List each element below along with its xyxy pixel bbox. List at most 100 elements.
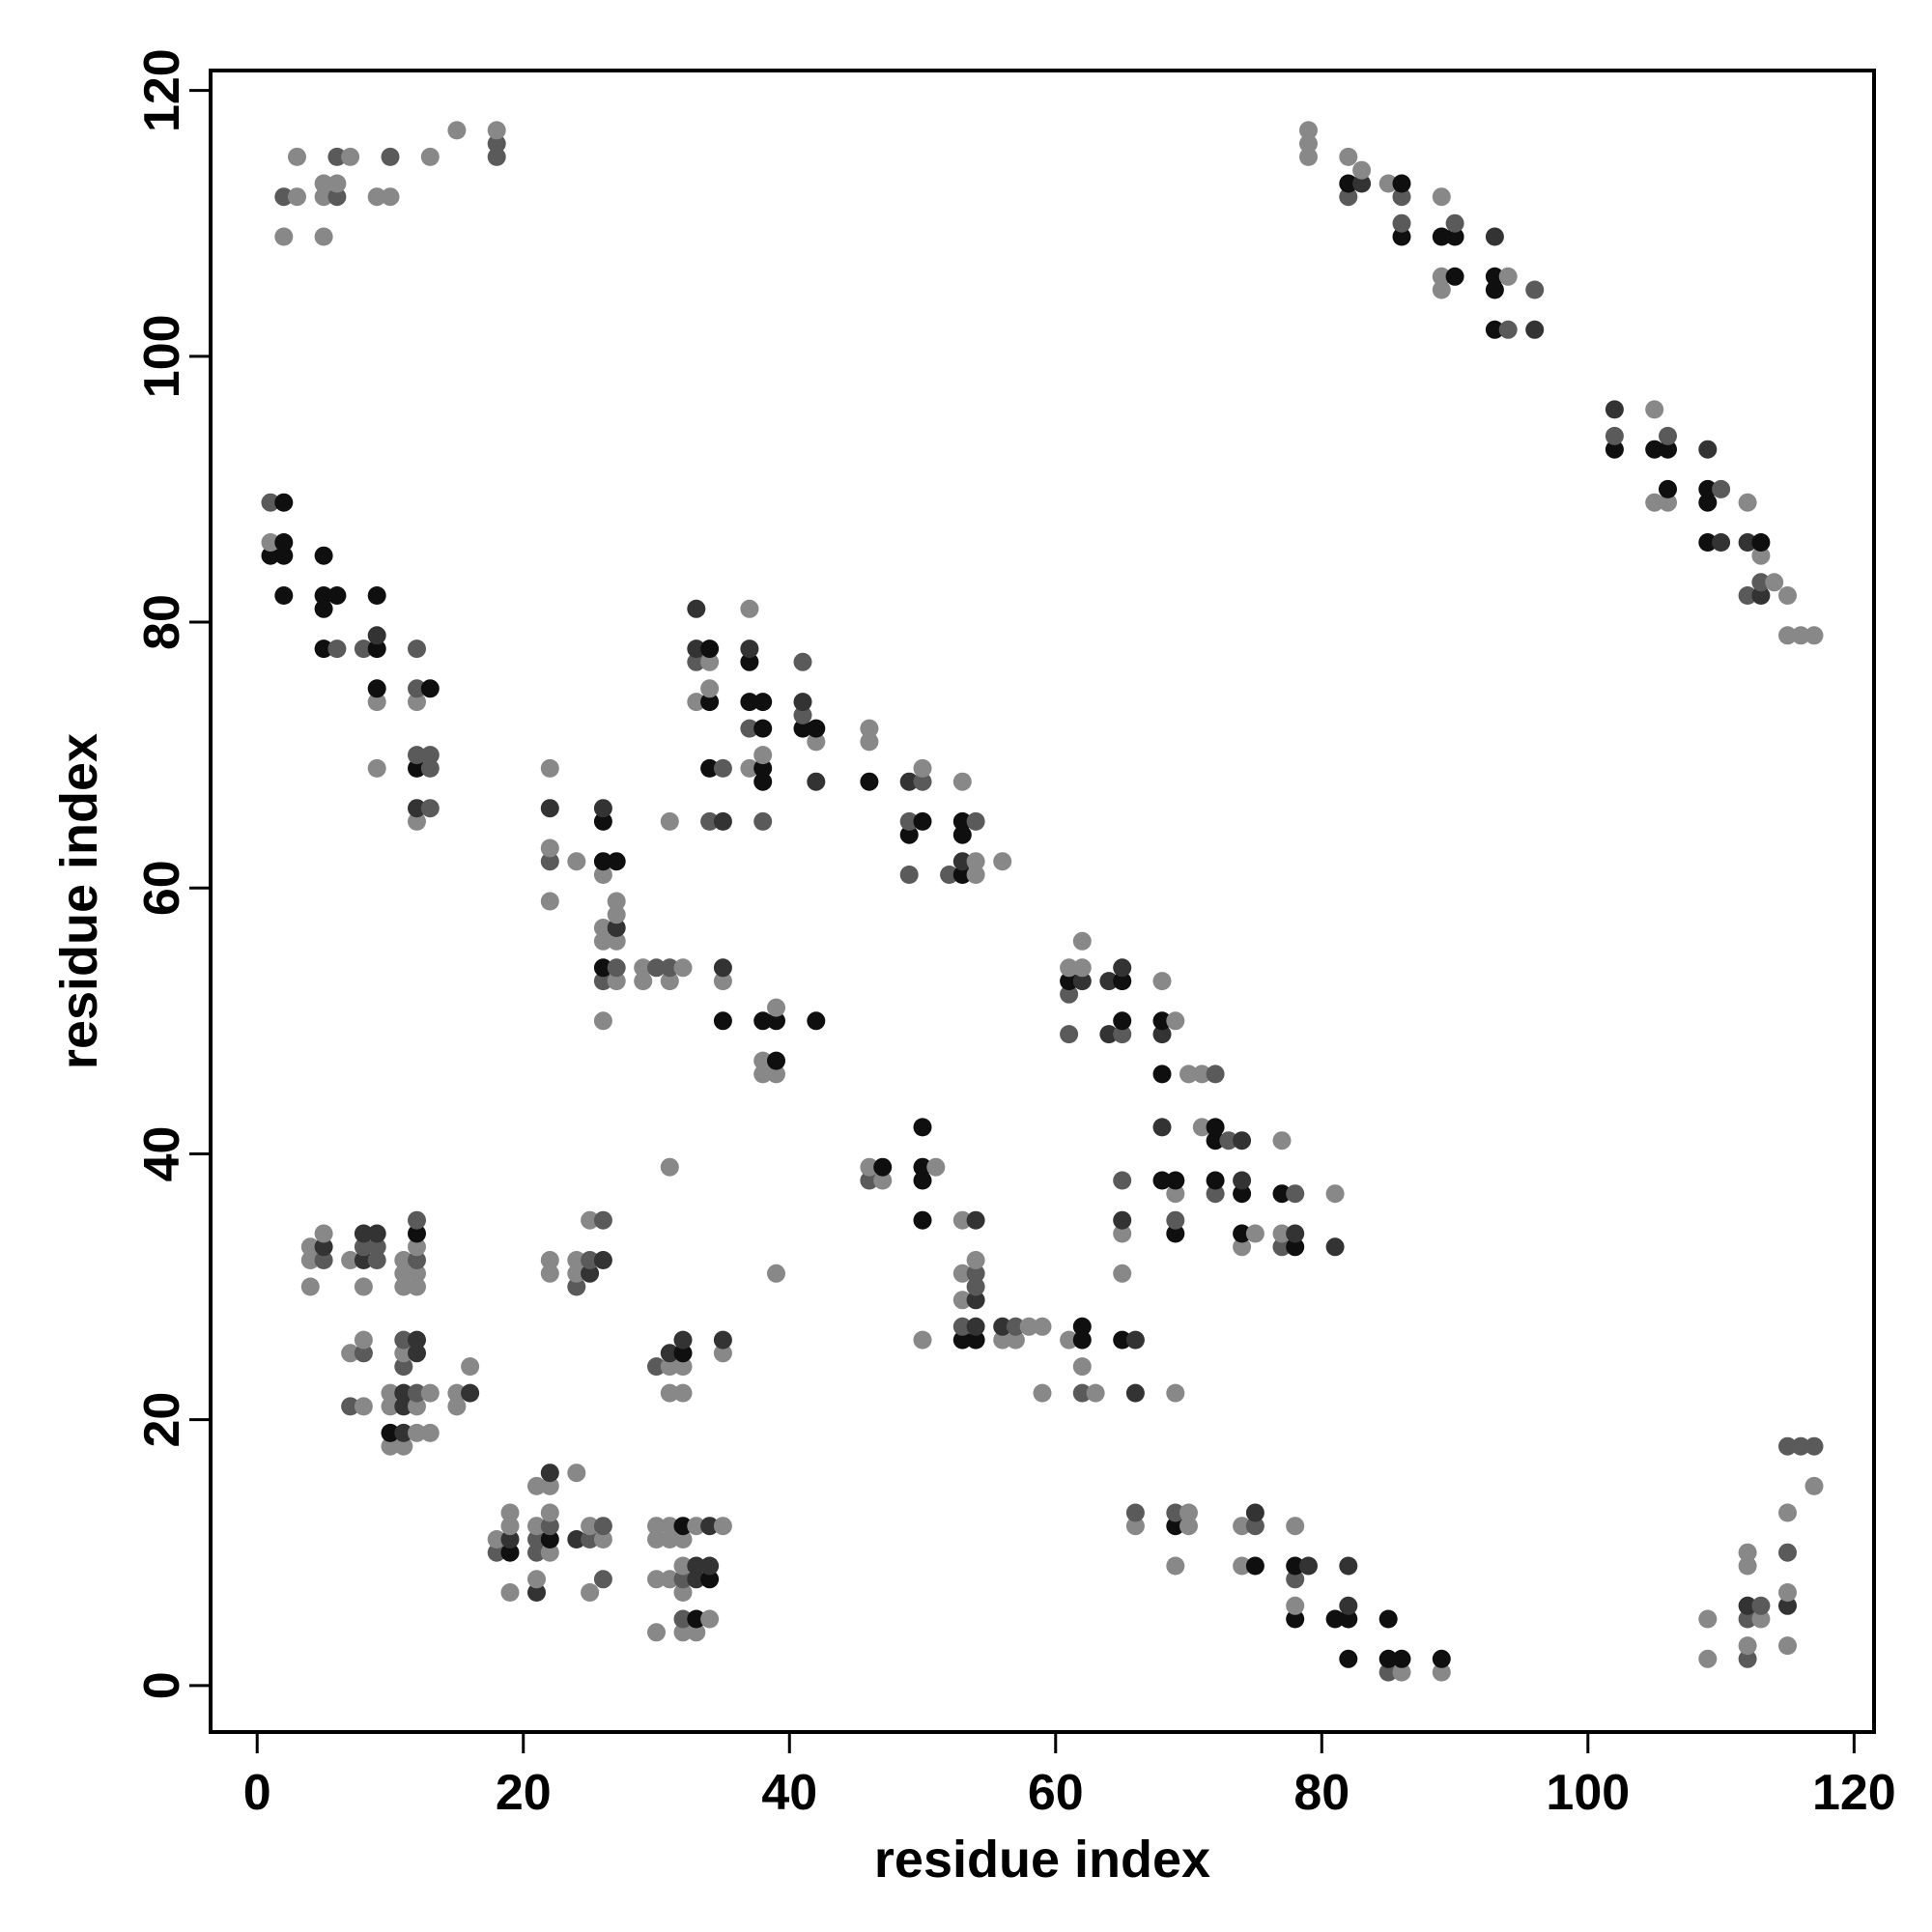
data-point	[1166, 1011, 1185, 1031]
data-point	[1378, 174, 1398, 193]
data-point	[1113, 1264, 1132, 1283]
data-point	[1152, 1025, 1172, 1044]
y-tick-label: 40	[134, 1126, 190, 1182]
data-point	[1299, 121, 1318, 140]
data-point	[1698, 493, 1718, 512]
data-point	[567, 1277, 586, 1296]
data-point	[793, 652, 812, 671]
data-point	[1498, 320, 1518, 339]
data-point	[753, 1011, 773, 1031]
data-point	[1445, 267, 1464, 286]
data-point	[1166, 1224, 1185, 1243]
data-points	[261, 121, 1824, 1682]
y-tick-label: 20	[134, 1392, 190, 1448]
data-point	[1006, 1330, 1025, 1350]
data-point	[1738, 1649, 1757, 1668]
data-point	[1166, 1171, 1185, 1190]
data-point	[1698, 440, 1718, 459]
data-point	[899, 811, 919, 831]
data-point	[1166, 1503, 1185, 1522]
data-point	[713, 1011, 732, 1031]
data-point	[1765, 573, 1784, 592]
data-point	[1751, 1596, 1771, 1615]
data-point	[952, 1210, 972, 1230]
data-point	[753, 758, 773, 778]
data-point	[660, 972, 679, 991]
data-point	[1206, 1065, 1225, 1084]
data-point	[327, 147, 347, 166]
data-point	[1152, 1171, 1172, 1190]
data-point	[1778, 1543, 1797, 1562]
data-point	[767, 998, 785, 1017]
data-point	[713, 958, 732, 978]
data-point	[1738, 1636, 1757, 1656]
data-point	[1698, 1609, 1718, 1629]
data-point	[1206, 1131, 1225, 1151]
data-point	[740, 639, 759, 659]
data-point	[700, 652, 720, 671]
data-point	[913, 1118, 932, 1137]
data-point	[607, 919, 626, 937]
data-point	[1113, 1224, 1132, 1243]
data-point	[394, 1251, 413, 1269]
data-point	[1804, 1436, 1824, 1456]
data-point	[408, 693, 426, 712]
data-point	[913, 1171, 932, 1190]
data-point	[408, 1264, 426, 1283]
data-point	[447, 1383, 467, 1403]
data-point	[381, 147, 400, 166]
data-point	[740, 719, 759, 738]
data-point	[1339, 1649, 1358, 1668]
data-point	[1233, 1171, 1252, 1190]
data-point	[461, 1357, 480, 1377]
data-point	[607, 905, 626, 924]
data-point	[314, 174, 333, 193]
data-point	[261, 546, 280, 565]
data-point	[420, 679, 440, 698]
data-point	[1605, 440, 1624, 459]
data-point	[1712, 479, 1731, 498]
data-point	[1179, 1517, 1198, 1536]
data-point	[1352, 160, 1372, 180]
data-point	[1206, 1171, 1225, 1190]
data-point	[314, 1224, 333, 1243]
data-point	[527, 1543, 546, 1562]
data-point	[314, 586, 333, 605]
data-point	[1778, 586, 1797, 605]
data-point	[394, 1383, 413, 1403]
data-point	[952, 1264, 972, 1283]
data-point	[567, 1251, 586, 1269]
data-point	[487, 1530, 506, 1548]
data-point	[1245, 1556, 1264, 1576]
data-point	[952, 825, 972, 844]
data-point	[1233, 1556, 1252, 1576]
data-point	[274, 533, 294, 552]
data-point	[673, 1556, 693, 1576]
data-point	[1286, 1517, 1305, 1536]
data-point	[540, 892, 559, 911]
data-point	[673, 1330, 693, 1350]
data-point	[1219, 1131, 1238, 1151]
data-point	[660, 1517, 679, 1536]
data-point	[567, 1463, 586, 1483]
data-point	[700, 811, 720, 831]
data-point	[1645, 440, 1664, 459]
data-point	[408, 811, 426, 831]
data-point	[381, 1436, 400, 1456]
data-point	[607, 892, 626, 911]
data-point	[300, 1237, 320, 1257]
data-point	[567, 1264, 586, 1283]
data-point	[952, 866, 972, 884]
data-point	[581, 1517, 600, 1536]
data-point	[1286, 1596, 1305, 1615]
data-point	[1072, 972, 1092, 991]
data-point	[1152, 1011, 1172, 1031]
data-point	[607, 852, 626, 871]
data-point	[634, 972, 653, 991]
data-point	[527, 1517, 546, 1536]
data-point	[527, 1476, 546, 1495]
data-point	[966, 1291, 985, 1310]
data-point	[1072, 931, 1092, 951]
data-point	[1125, 1383, 1145, 1403]
data-point	[354, 1224, 373, 1243]
